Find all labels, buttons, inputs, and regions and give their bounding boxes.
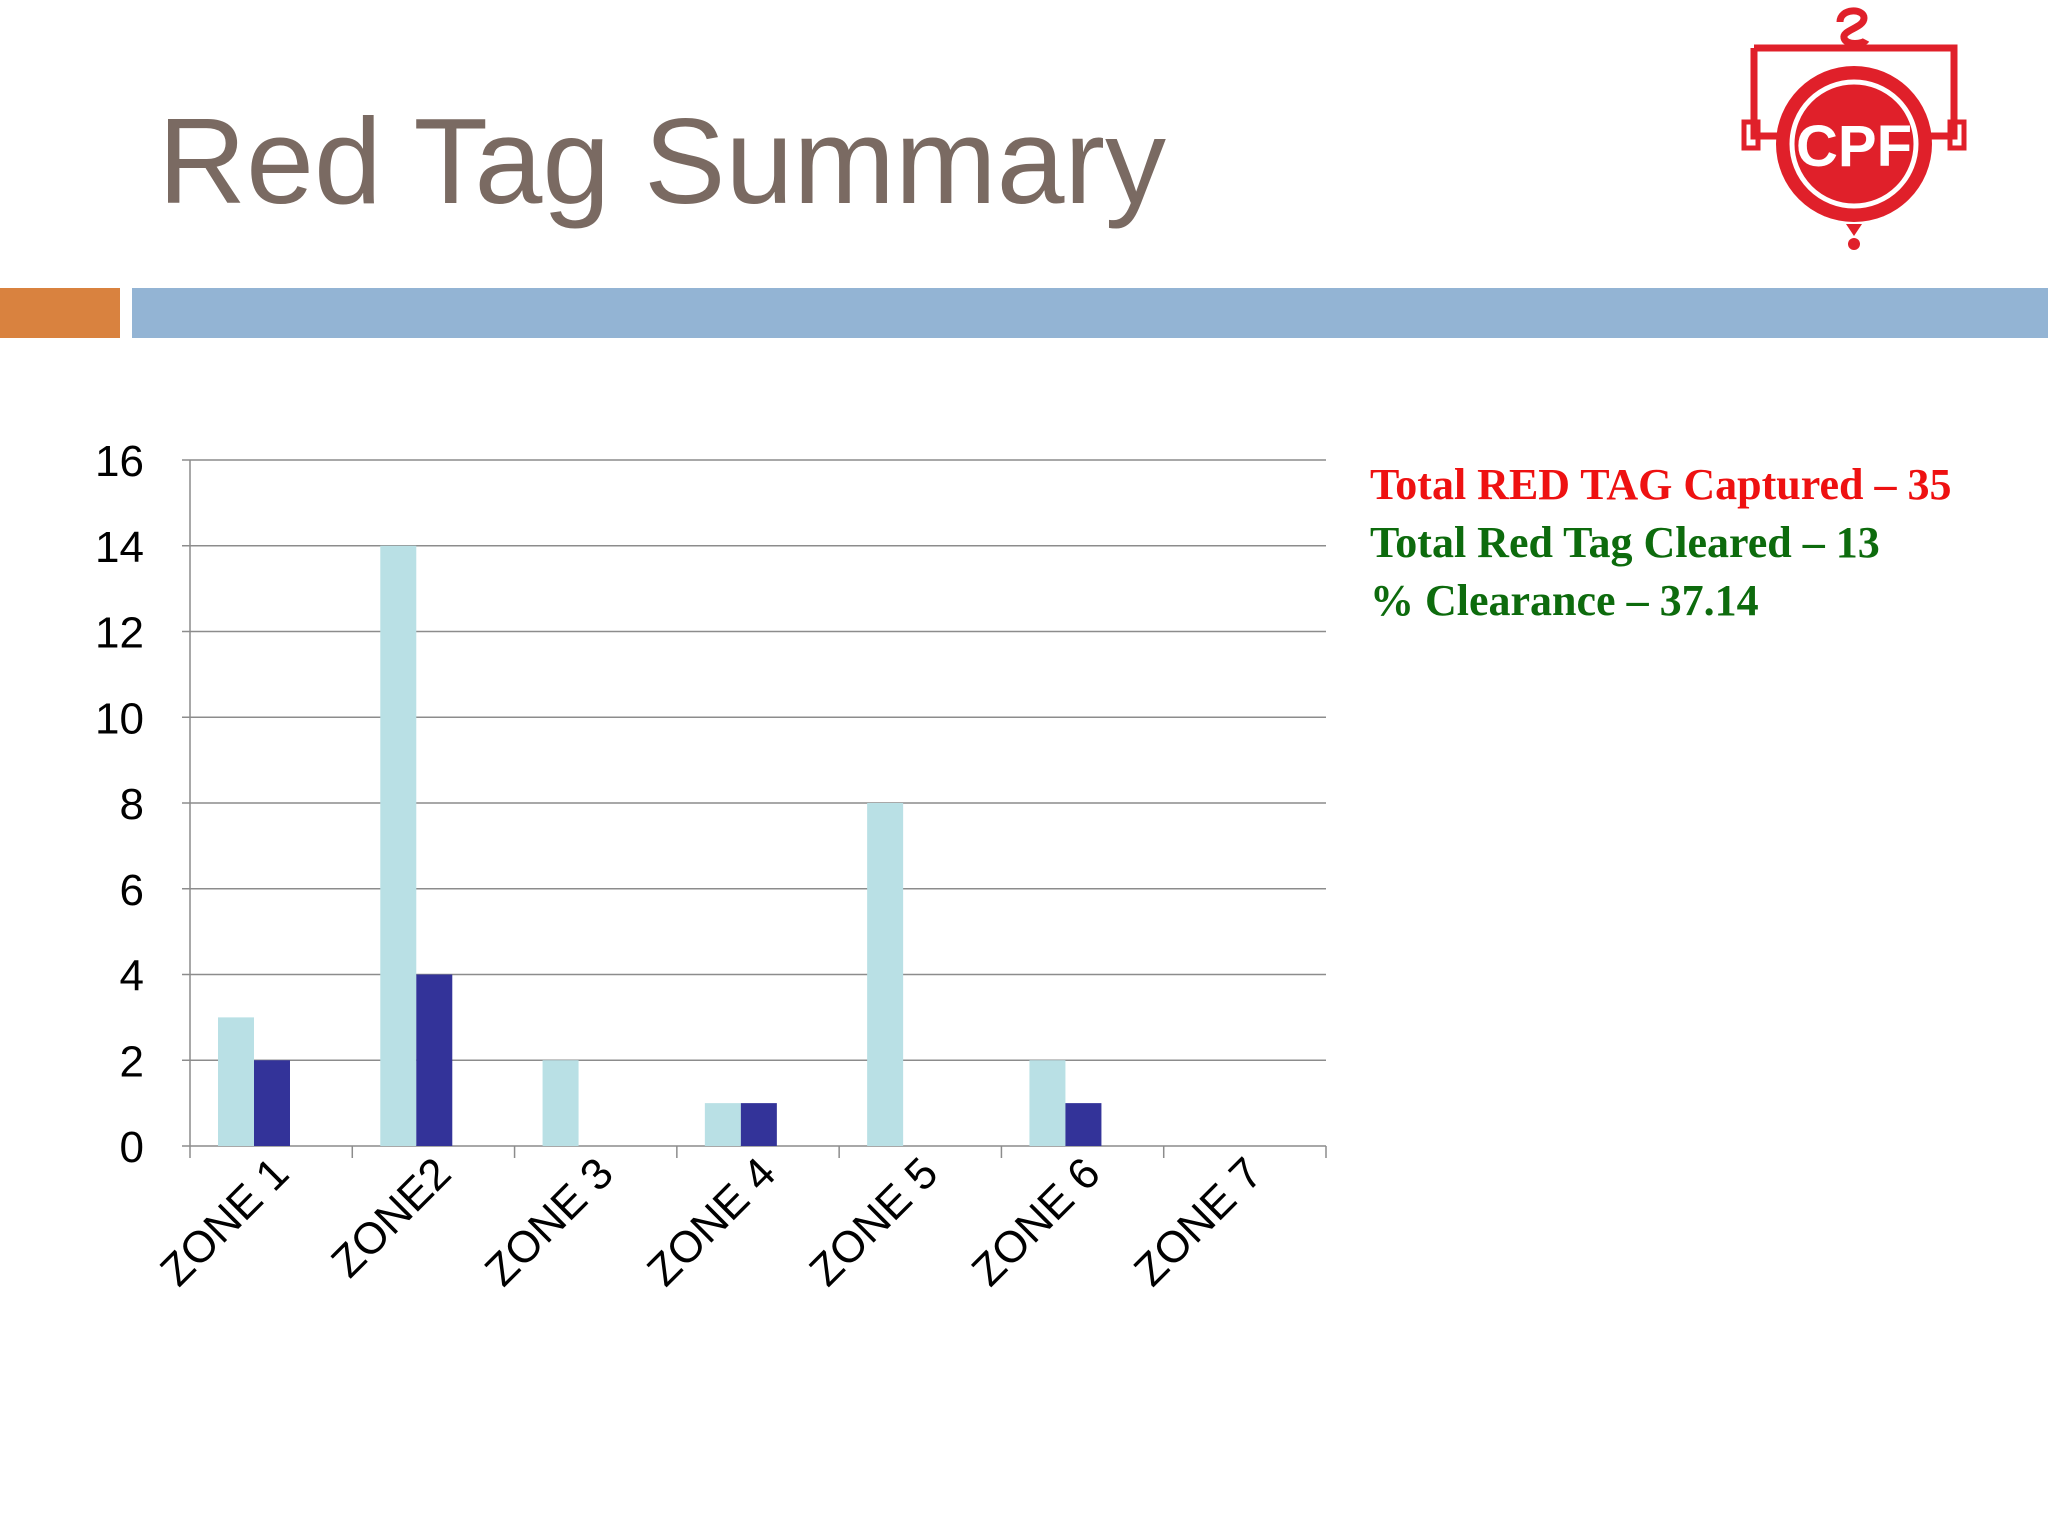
x-category-label: ZONE 1 xyxy=(151,1148,298,1295)
bar-series-2 xyxy=(416,974,453,1146)
accent-bar-orange xyxy=(0,288,120,338)
y-tick-label: 14 xyxy=(95,523,144,572)
x-category-label: ZONE 6 xyxy=(963,1148,1110,1295)
x-category-label: ZONE 4 xyxy=(638,1148,785,1295)
bar-series-1 xyxy=(704,1103,741,1146)
stat-total-captured: Total RED TAG Captured – 35 xyxy=(1370,460,1952,509)
stat-clearance-percent: % Clearance – 37.14 xyxy=(1370,576,1759,625)
stats-panel: Total RED TAG Captured – 35 Total Red Ta… xyxy=(1370,456,1951,630)
y-tick-label: 6 xyxy=(120,866,144,915)
y-tick-label: 4 xyxy=(120,952,144,1001)
x-category-label: ZONE 5 xyxy=(800,1148,947,1295)
bar-series-1 xyxy=(542,1060,579,1146)
bar-series-1 xyxy=(380,545,417,1146)
bar-series-1 xyxy=(1029,1060,1066,1146)
bar-series-1 xyxy=(218,1017,254,1146)
y-tick-label: 10 xyxy=(95,694,144,743)
slide-title: Red Tag Summary xyxy=(158,93,1167,229)
y-tick-label: 0 xyxy=(120,1123,144,1172)
y-tick-label: 2 xyxy=(120,1037,144,1086)
stat-total-cleared: Total Red Tag Cleared – 13 xyxy=(1370,518,1880,567)
bar-series-2 xyxy=(254,1060,290,1146)
y-tick-label: 16 xyxy=(95,437,144,486)
y-tick-label: 8 xyxy=(120,780,144,829)
cpf-logo-icon: CPF xyxy=(1741,7,1967,250)
x-category-label: ZONE2 xyxy=(322,1148,460,1286)
logo-text: CPF xyxy=(1796,114,1912,179)
x-category-label: ZONE 3 xyxy=(476,1148,623,1295)
bar-series-2 xyxy=(1065,1103,1102,1146)
bar-series-2 xyxy=(740,1103,777,1146)
bar-series-1 xyxy=(867,803,904,1146)
accent-bar-blue xyxy=(132,288,2048,338)
x-category-label: ZONE 7 xyxy=(1125,1148,1272,1295)
y-tick-label: 12 xyxy=(95,609,144,658)
